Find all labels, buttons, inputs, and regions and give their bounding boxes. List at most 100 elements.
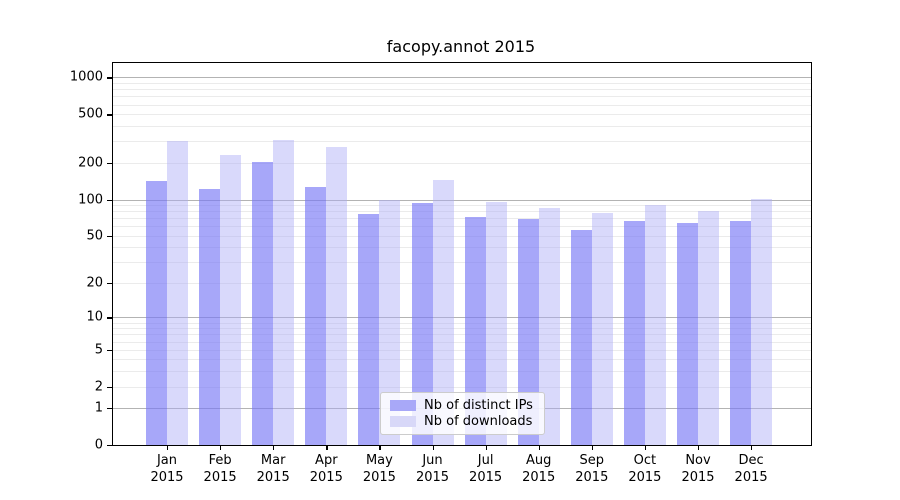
bar-downloads-aug: [538, 208, 560, 445]
gridline-y-70: [113, 218, 811, 220]
ytick-mark-500: [107, 114, 112, 116]
bar-downloads-jul: [485, 202, 507, 445]
xtick-mark-sep: [591, 445, 594, 450]
bar-downloads-jun: [432, 179, 454, 445]
gridline-y-1000: [113, 77, 811, 79]
gridline-y-40: [113, 247, 811, 249]
gridline-y-6: [113, 341, 811, 343]
gridline-y-9: [113, 322, 811, 324]
xtick-label-nov: Nov 2015: [681, 453, 715, 485]
bar-downloads-jan: [167, 140, 188, 445]
ytick-mark-0: [107, 445, 112, 447]
ytick-label-100: 100: [78, 192, 103, 207]
bar-distinct-ips-may: [358, 213, 380, 445]
gridline-y-8: [113, 328, 811, 330]
ytick-mark-5: [107, 349, 112, 351]
bar-distinct-ips-feb: [199, 189, 221, 445]
ytick-mark-50: [107, 235, 112, 238]
bar-distinct-ips-apr: [305, 186, 327, 445]
bar-distinct-ips-mar: [252, 162, 274, 445]
gridline-y-200: [113, 162, 811, 164]
bar-distinct-ips-jan: [146, 180, 167, 445]
ytick-mark-200: [107, 162, 112, 165]
xtick-mark-jun: [432, 445, 434, 450]
gridline-y-400: [113, 126, 811, 128]
gridline-y-900: [113, 83, 811, 84]
ytick-mark-10: [107, 317, 112, 319]
legend-swatch-downloads: [390, 416, 416, 427]
xtick-label-mar: Mar 2015: [256, 453, 290, 485]
bar-distinct-ips-nov: [677, 222, 698, 445]
ytick-label-0: 0: [94, 437, 103, 453]
ytick-label-10: 10: [86, 309, 103, 325]
legend-item-distinct-ips: Nb of distinct IPs: [390, 398, 535, 413]
ytick-label-2: 2: [94, 379, 103, 395]
bar-downloads-dec: [751, 198, 773, 445]
xtick-mark-jan: [167, 445, 169, 450]
xtick-mark-dec: [751, 445, 753, 450]
ytick-label-200: 200: [78, 155, 103, 171]
ytick-mark-2: [107, 386, 112, 388]
gridline-y-30: [113, 262, 811, 264]
gridline-y-100: [113, 199, 811, 201]
xtick-label-aug: Aug 2015: [522, 453, 556, 485]
bar-distinct-ips-aug: [517, 219, 539, 445]
gridline-y-7: [113, 334, 811, 336]
ytick-label-20: 20: [86, 275, 103, 291]
gridline-y-5: [113, 349, 811, 351]
gridline-y-2: [113, 386, 811, 388]
gridline-y-800: [113, 89, 811, 91]
bar-downloads-feb: [220, 154, 242, 445]
bar-distinct-ips-dec: [730, 221, 752, 445]
legend-swatch-distinct-ips: [390, 400, 416, 411]
legend: Nb of distinct IPs Nb of downloads: [380, 392, 545, 435]
gridline-y-50: [113, 235, 811, 237]
xtick-label-jan: Jan 2015: [150, 453, 184, 485]
ytick-mark-20: [107, 283, 112, 285]
gridline-y-10: [113, 317, 811, 319]
bar-downloads-sep: [591, 213, 613, 445]
xtick-mark-jul: [485, 445, 487, 450]
gridline-y-80: [113, 211, 811, 213]
bar-downloads-nov: [698, 211, 719, 445]
xtick-mark-oct: [644, 445, 647, 450]
bar-distinct-ips-oct: [623, 221, 645, 445]
xtick-label-sep: Sep 2015: [575, 453, 609, 485]
gridline-y-4: [113, 359, 811, 361]
ytick-mark-1: [107, 408, 112, 410]
ytick-mark-1000: [107, 77, 112, 79]
xtick-mark-aug: [538, 445, 540, 450]
gridline-y-500: [113, 114, 811, 116]
xtick-mark-apr: [326, 445, 328, 450]
xtick-mark-may: [379, 445, 381, 450]
legend-item-downloads: Nb of downloads: [390, 414, 535, 429]
bar-distinct-ips-jun: [411, 202, 433, 445]
gridline-y-60: [113, 226, 811, 228]
gridline-y-600: [113, 104, 811, 106]
gridline-y-300: [113, 141, 811, 143]
bar-downloads-mar: [273, 139, 295, 445]
ytick-label-50: 50: [86, 228, 103, 244]
ytick-label-1000: 1000: [69, 69, 103, 85]
plot-area: [112, 62, 812, 446]
legend-label-distinct-ips: Nb of distinct IPs: [424, 398, 533, 413]
xtick-label-oct: Oct 2015: [628, 453, 662, 485]
xtick-label-jul: Jul 2015: [469, 453, 503, 485]
legend-label-downloads: Nb of downloads: [424, 414, 533, 429]
bar-downloads-may: [379, 199, 401, 445]
bar-downloads-oct: [644, 205, 666, 445]
gridline-y-20: [113, 283, 811, 284]
xtick-label-feb: Feb 2015: [203, 453, 237, 485]
ytick-label-500: 500: [78, 106, 103, 122]
chart-title: facopy.annot 2015: [386, 37, 536, 56]
xtick-mark-nov: [698, 445, 700, 450]
gridline-y-3: [113, 371, 811, 373]
gridline-y-700: [113, 96, 811, 98]
ytick-mark-100: [107, 199, 112, 201]
bar-downloads-apr: [326, 147, 348, 445]
xtick-label-jun: Jun 2015: [415, 453, 450, 485]
xtick-label-apr: Apr 2015: [309, 453, 343, 485]
ytick-label-1: 1: [94, 400, 103, 416]
xtick-label-may: May 2015: [362, 453, 396, 485]
